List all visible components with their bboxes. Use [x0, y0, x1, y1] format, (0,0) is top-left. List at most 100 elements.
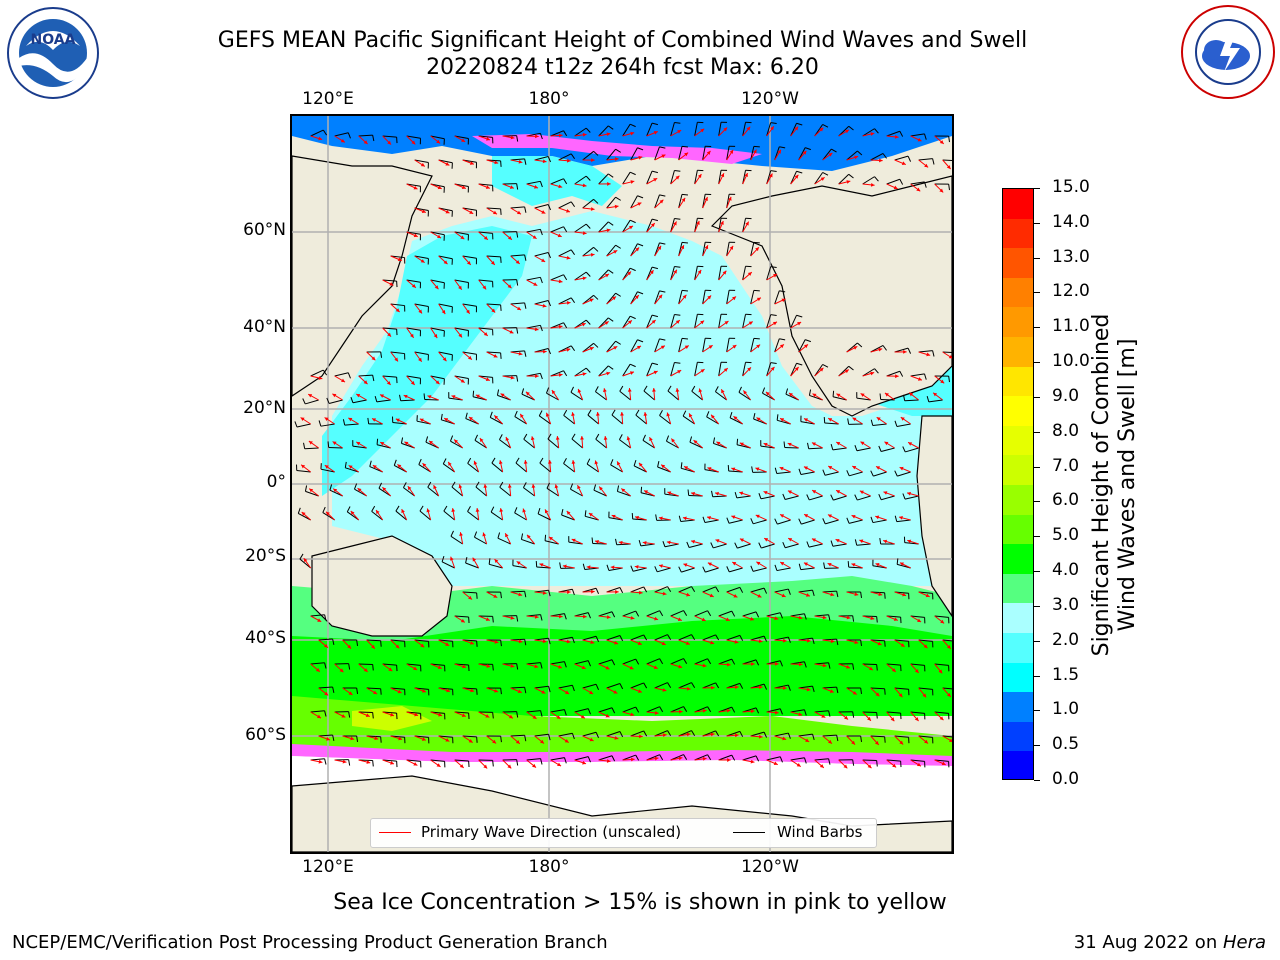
wave-direction-arrowhead	[876, 466, 881, 470]
wind-barb	[418, 464, 431, 473]
wind-barb	[561, 514, 575, 521]
wind-barb	[702, 338, 706, 353]
wind-barb	[430, 375, 445, 380]
wave-direction-arrowhead	[707, 515, 711, 520]
wave-direction-arrowhead	[677, 370, 682, 374]
wind-barb	[622, 754, 636, 761]
wind-barb-flag	[615, 148, 621, 153]
wave-direction-arrowhead	[739, 491, 744, 496]
bottom-tick-label: 120°E	[302, 857, 354, 877]
wind-barb-flag	[761, 387, 766, 394]
wind-barb-flag	[611, 755, 616, 762]
wind-barb	[659, 415, 671, 425]
wave-direction-arrowhead	[571, 412, 575, 417]
wave-direction-arrowhead	[846, 180, 851, 184]
wave-direction-arrowhead	[437, 185, 442, 190]
wind-barb-flag	[635, 409, 640, 416]
wind-barb-flag	[524, 350, 527, 357]
wind-barb	[462, 255, 477, 259]
wave-direction-arrowhead	[867, 764, 872, 769]
wave-direction-arrowhead	[828, 152, 833, 157]
wind-barb-flag	[798, 468, 802, 475]
wave-direction-arrowhead	[780, 514, 785, 518]
wave-direction-arrowhead	[782, 638, 787, 643]
wind-barb-flag	[539, 373, 543, 380]
wind-barb	[729, 417, 743, 425]
wave-direction-arrowhead	[903, 349, 907, 354]
wind-barb-flag	[563, 709, 567, 716]
wind-barb-flag	[539, 181, 543, 188]
wave-direction-arrowhead	[675, 388, 680, 392]
wind-barb	[546, 487, 559, 497]
wind-barb-flag	[637, 147, 644, 151]
wind-barb	[726, 146, 730, 161]
wind-barb-flag	[489, 411, 493, 418]
wind-barb	[870, 687, 885, 690]
wind-barb-flag	[539, 133, 543, 140]
wind-barb-flag	[948, 376, 950, 383]
wind-barb-flag	[540, 662, 543, 669]
wind-barb	[774, 290, 780, 305]
wind-barb-flag	[547, 348, 552, 355]
wind-barb	[544, 540, 559, 545]
wave-direction-arrowhead	[899, 516, 903, 520]
wave-direction-arrowhead	[509, 329, 514, 334]
wave-direction-arrowhead	[421, 209, 426, 213]
wind-barb	[598, 317, 609, 329]
wind-barb-flag	[828, 662, 831, 669]
wave-direction-arrowhead	[763, 491, 768, 495]
colorbar-tick-label: 3.0	[1052, 594, 1080, 615]
wave-direction-arrowhead	[708, 345, 713, 349]
wave-direction-arrowhead	[613, 250, 618, 254]
wave-direction-arrowhead	[559, 614, 563, 619]
wind-barb	[478, 327, 493, 330]
colorbar-tick-mark	[1034, 640, 1040, 642]
wave-direction-arrowhead	[516, 561, 521, 565]
wind-barb	[414, 351, 429, 356]
wind-barb-flag	[651, 314, 659, 318]
wave-direction-arrowhead	[422, 463, 427, 468]
wind-barb	[534, 203, 549, 209]
wind-barb-flag	[380, 351, 383, 358]
wind-barb	[814, 614, 829, 617]
wind-barb-flag	[585, 223, 591, 229]
wave-direction-arrowhead	[566, 639, 571, 644]
wind-barb	[414, 687, 429, 690]
wind-barb-flag	[753, 289, 760, 292]
wave-direction-arrowhead	[492, 210, 497, 215]
wave-direction-arrowhead	[900, 417, 905, 421]
wind-barb-flag	[726, 566, 730, 573]
wind-barb	[848, 566, 863, 569]
wind-barb-flag	[678, 515, 682, 522]
wave-direction-arrowhead	[614, 640, 619, 645]
wind-barb-flag	[785, 388, 789, 395]
wave-direction-arrowhead	[756, 297, 761, 302]
colorbar-tick-label: 2.0	[1052, 629, 1080, 650]
wind-barb	[358, 134, 373, 137]
wind-barb	[523, 438, 535, 449]
colorbar-tick-mark	[1034, 780, 1040, 781]
svg-text:NOAA: NOAA	[31, 32, 76, 48]
wind-barb	[598, 365, 609, 377]
wave-direction-arrowhead	[494, 688, 499, 693]
wave-direction-arrowhead	[518, 639, 523, 644]
wave-direction-arrowhead	[914, 717, 919, 722]
wind-barb-flag	[643, 682, 648, 689]
wind-barb	[910, 759, 925, 762]
wind-barb-flag	[687, 489, 690, 496]
wind-barb	[750, 242, 755, 257]
wave-direction-arrowhead	[940, 379, 945, 384]
wind-barb	[904, 495, 919, 500]
wind-barb-flag	[629, 267, 636, 272]
wave-direction-arrowhead	[341, 378, 346, 383]
wave-direction-arrowhead	[500, 393, 505, 398]
wind-barb	[682, 415, 695, 425]
wind-barb-flag	[619, 731, 624, 738]
wind-barb-flag	[538, 410, 543, 417]
wind-barb	[886, 178, 901, 185]
wave-direction-arrowhead	[565, 690, 570, 694]
wave-direction-arrowhead	[711, 685, 715, 690]
wave-direction-arrowhead	[443, 260, 448, 265]
wind-barb	[430, 279, 445, 284]
wind-barb	[784, 495, 799, 500]
